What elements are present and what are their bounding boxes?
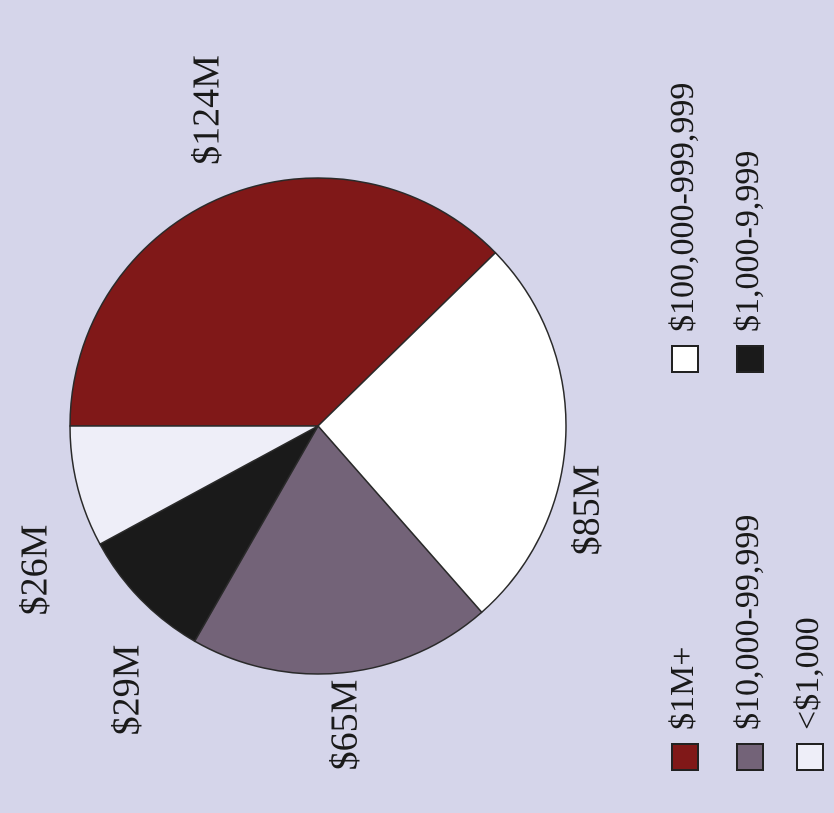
legend-swatch <box>671 345 699 373</box>
legend: $1M+ $10,000-99,999 <$1,000 $100,000-999,99… <box>664 83 826 771</box>
legend-label: $1,000-9,999 <box>729 151 766 332</box>
slice-value-label: $26M <box>14 525 56 616</box>
legend-swatch <box>736 345 764 373</box>
legend-item: $100,000-999,999 <box>664 83 701 373</box>
legend-swatch <box>736 743 764 771</box>
legend-item: $1M+ <box>664 647 701 771</box>
pie-slice-4 <box>69 425 319 546</box>
legend-label: $10,000-99,999 <box>729 515 766 730</box>
legend-item: $1,000-9,999 <box>729 151 766 373</box>
legend-item: $10,000-99,999 <box>729 515 766 771</box>
legend-swatch <box>796 743 824 771</box>
legend-swatch <box>671 743 699 771</box>
slice-value-label: $85M <box>566 465 608 556</box>
pie-slices <box>69 177 567 675</box>
legend-label: <$1,000 <box>789 617 826 730</box>
legend-label: $100,000-999,999 <box>664 83 701 332</box>
pie-slice-2 <box>193 424 483 675</box>
slice-value-label: $65M <box>324 680 366 771</box>
slice-value-label: $29M <box>106 645 148 736</box>
pie-slice-3 <box>98 424 320 643</box>
slice-labels: $124M $85M $65M $29M $26M <box>14 55 608 770</box>
legend-item: <$1,000 <box>789 617 826 771</box>
legend-label: $1M+ <box>664 647 701 730</box>
pie-slice-0 <box>69 177 497 427</box>
slice-value-label: $124M <box>186 55 228 165</box>
pie-slice-1 <box>316 251 567 614</box>
